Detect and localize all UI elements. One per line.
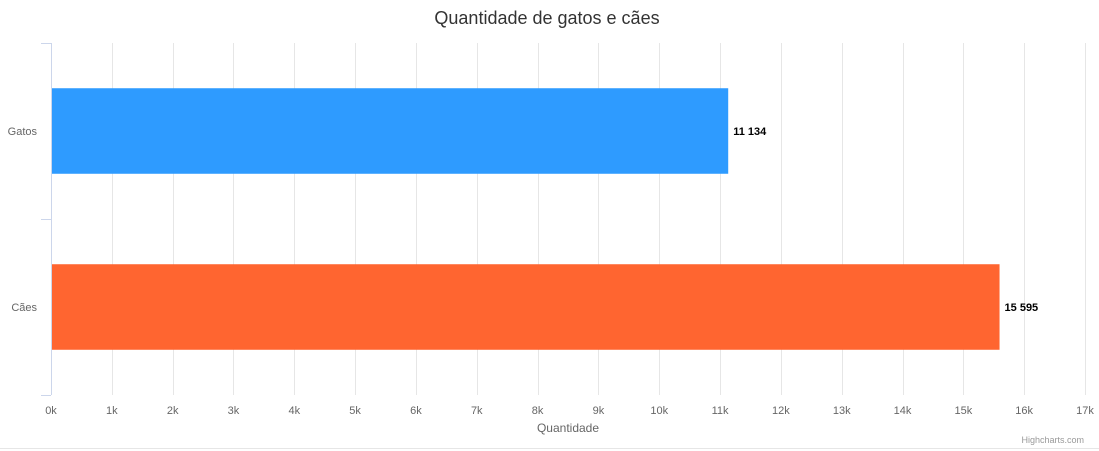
- tick-label: 14k: [894, 405, 912, 417]
- tick-label: 4k: [288, 405, 300, 417]
- tick-label: 13k: [833, 405, 851, 417]
- data-labels: 11 134 15 595: [733, 126, 1038, 314]
- credits-link[interactable]: Highcharts.com: [1021, 435, 1084, 445]
- tick-label: 5k: [349, 405, 361, 417]
- value-axis-tick-labels: 0k 1k 2k 3k 4k 5k 6k 7k 8k 9k 10k 11k 12k 13k 14k 15k 16…: [45, 405, 1094, 417]
- category-labels: Gatos Cães: [8, 126, 38, 314]
- tick-label: 16k: [1015, 405, 1033, 417]
- chart-title: Quantidade de gatos e cães: [434, 8, 659, 28]
- bar-series: [52, 88, 1000, 350]
- tick-label: 3k: [228, 405, 240, 417]
- tick-label: 7k: [471, 405, 483, 417]
- data-label: 15 595: [1005, 302, 1039, 314]
- tick-label: 0k: [45, 405, 57, 417]
- tick-label: 15k: [954, 405, 972, 417]
- bar: [52, 264, 1000, 350]
- bar: [52, 88, 729, 174]
- tick-label: 6k: [410, 405, 422, 417]
- category-label: Gatos: [8, 126, 38, 138]
- tick-label: 2k: [167, 405, 179, 417]
- tick-label: 1k: [106, 405, 118, 417]
- category-label: Cães: [11, 302, 37, 314]
- tick-label: 8k: [532, 405, 544, 417]
- x-axis-title: Quantidade: [537, 421, 599, 435]
- tick-label: 12k: [772, 405, 790, 417]
- tick-label: 11k: [712, 405, 729, 417]
- tick-label: 10k: [650, 405, 668, 417]
- tick-label: 9k: [593, 405, 605, 417]
- category-axis: [41, 43, 52, 396]
- bottom-border: [0, 448, 1099, 449]
- tick-label: 17k: [1076, 405, 1094, 417]
- data-label: 11 134: [733, 126, 767, 138]
